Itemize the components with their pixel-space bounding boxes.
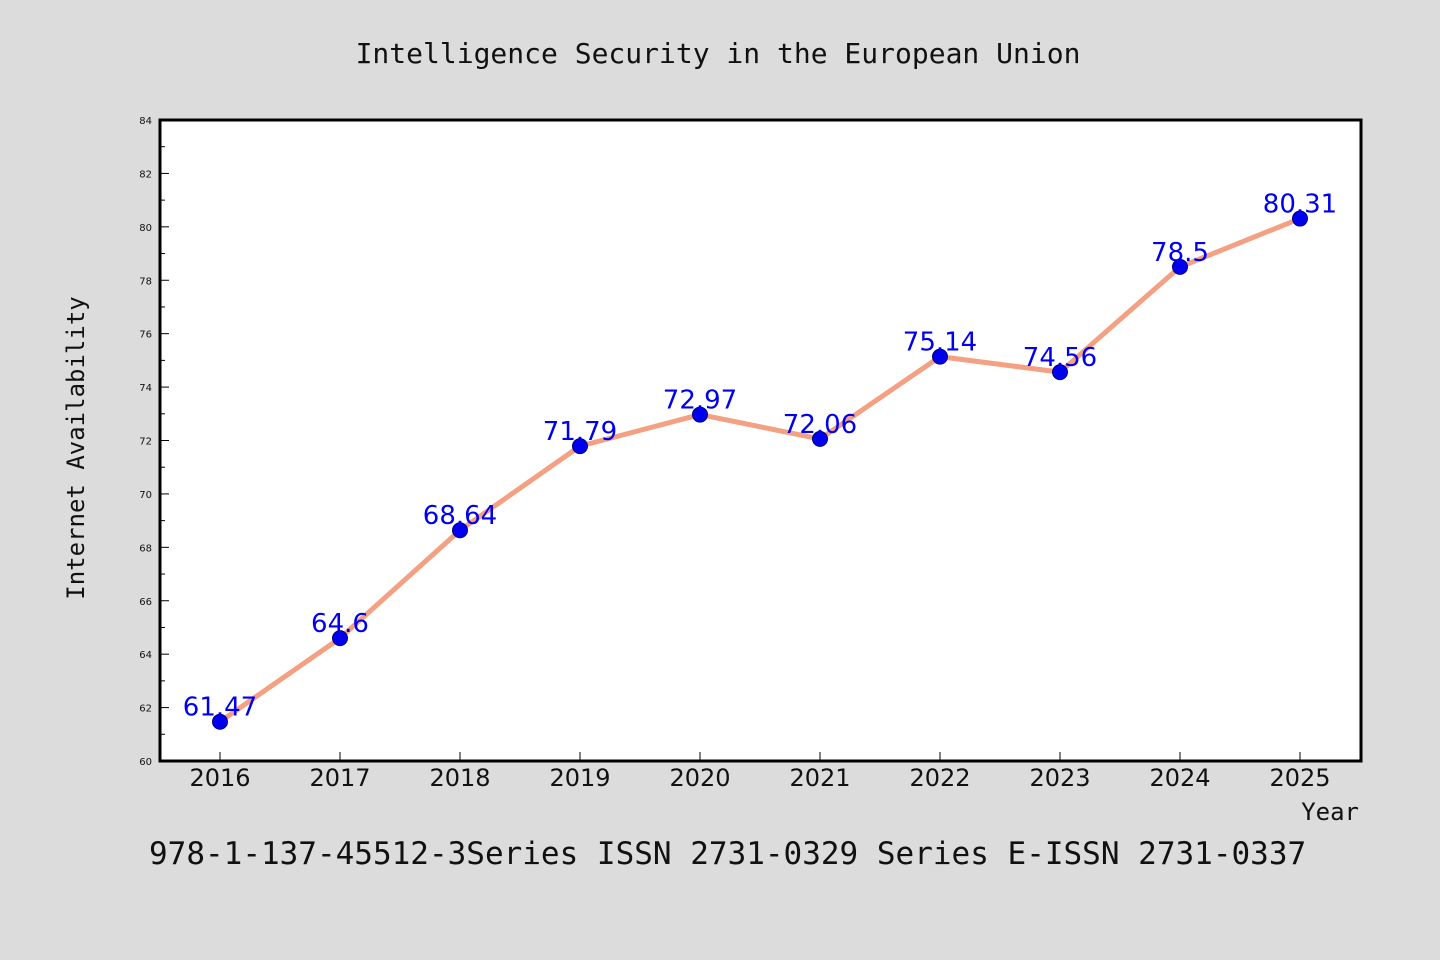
x-tick-label: 2023: [1029, 764, 1090, 792]
y-tick-label: 78: [139, 276, 152, 287]
data-point: [812, 430, 828, 447]
data-point: [572, 438, 588, 455]
data-point: [332, 630, 348, 647]
footer-isbn-issn: 978-1-137-45512-3Series ISSN 2731-0329 S…: [149, 836, 1306, 872]
plot-area: [160, 120, 1361, 761]
y-tick-label: 66: [139, 597, 152, 608]
x-tick-label: 2021: [789, 764, 850, 792]
series-line: [217, 216, 1303, 725]
data-point: [1172, 258, 1188, 275]
data-point: [212, 713, 228, 730]
x-tick-label: 2024: [1149, 764, 1210, 792]
y-tick-label: 84: [139, 116, 152, 127]
data-point: [932, 348, 948, 365]
x-tick-label: 2025: [1269, 764, 1330, 792]
x-axis: 2016 2017 2018 2019 2020 2021 2022 2023 2024 2025: [189, 752, 1331, 792]
data-point: [692, 406, 708, 423]
data-label: 74.56: [1023, 343, 1097, 373]
data-label: 78.5: [1151, 238, 1209, 268]
y-tick-label: 70: [139, 490, 152, 501]
data-label: 80.31: [1263, 190, 1337, 220]
x-tick-label: 2018: [429, 764, 490, 792]
x-tick-label: 2022: [909, 764, 970, 792]
x-axis-label: Year: [1301, 798, 1359, 826]
x-tick-label: 2020: [669, 764, 730, 792]
chart-title: Intelligence Security in the European Un…: [356, 37, 1081, 70]
data-label: 68.64: [423, 501, 497, 531]
x-tick-label: 2017: [309, 764, 370, 792]
series-layer: [212, 210, 1308, 730]
y-tick-label: 76: [139, 330, 152, 341]
y-tick-label: 72: [139, 437, 152, 448]
x-tick-label: 2016: [189, 764, 250, 792]
data-point: [452, 522, 468, 539]
data-point: [1292, 210, 1308, 227]
y-tick-label: 74: [139, 383, 152, 394]
data-label: 72.06: [783, 410, 857, 440]
data-label: 72.97: [663, 386, 737, 416]
data-label: 75.14: [903, 328, 977, 358]
data-label-layer: 61.47 64.6 68.64 71.79 72.97 72.06 75.14 74.56 7…: [183, 190, 1337, 723]
plot-frame: [158, 118, 1363, 763]
y-tick-label: 82: [139, 169, 152, 180]
y-tick-label: 64: [139, 650, 152, 661]
y-tick-label: 62: [139, 704, 152, 715]
data-label: 61.47: [183, 693, 257, 723]
y-tick-label: 60: [139, 757, 152, 768]
data-label: 64.6: [311, 609, 369, 639]
data-label: 71.79: [543, 417, 617, 447]
data-point: [1052, 364, 1068, 381]
y-tick-label: 68: [139, 543, 152, 554]
y-axis-label: Internet Availability: [62, 296, 90, 599]
x-tick-label: 2019: [549, 764, 610, 792]
y-axis: 60 62 64 66 68 70 72 74 76 78 80 82 84: [139, 116, 169, 768]
y-tick-label: 80: [139, 223, 152, 234]
